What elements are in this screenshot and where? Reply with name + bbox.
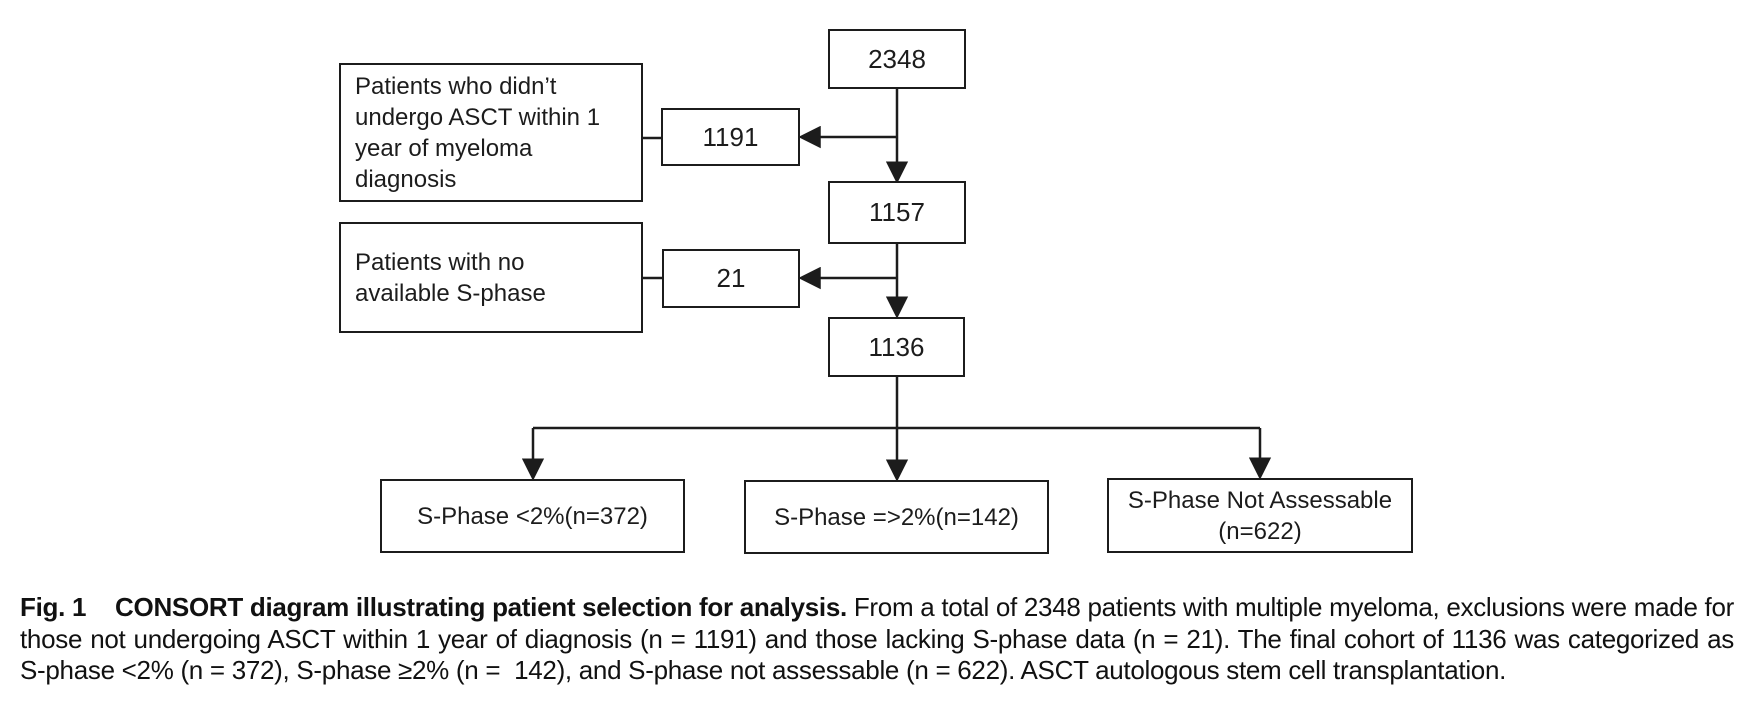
node-exclusion-no-sphase: Patients with no available S-phase xyxy=(339,222,643,333)
figure-caption-number: Fig. 1 xyxy=(20,592,87,622)
node-final-cohort-count-label: 1136 xyxy=(868,331,925,362)
node-total-patients-label: 2348 xyxy=(868,43,926,74)
node-sphase-lt2-label: S-Phase <2%(n=372) xyxy=(417,502,648,530)
node-excluded-asct-count: 1191 xyxy=(661,108,800,166)
node-final-cohort-count: 1136 xyxy=(828,317,965,377)
connector-lines xyxy=(521,89,1272,482)
node-exclusion-no-asct-label: Patients who didn’t undergo ASCT within … xyxy=(355,73,601,193)
node-exclusion-no-asct: Patients who didn’t undergo ASCT within … xyxy=(339,63,643,202)
node-exclusion-no-sphase-label: Patients with no available S-phase xyxy=(355,248,546,307)
node-sphase-lt2: S-Phase <2%(n=372) xyxy=(380,479,685,553)
node-sphase-ge2: S-Phase =>2%(n=142) xyxy=(744,480,1049,554)
node-post-asct-count: 1157 xyxy=(828,181,966,244)
figure-caption-title: CONSORT diagram illustrating patient sel… xyxy=(115,592,847,622)
node-sphase-not-assessable: S-Phase Not Assessable (n=622) xyxy=(1107,478,1413,553)
node-excluded-asct-count-label: 1191 xyxy=(702,121,759,152)
figure-caption: Fig. 1 CONSORT diagram illustrating pati… xyxy=(20,592,1734,687)
node-total-patients: 2348 xyxy=(828,29,966,89)
consort-diagram: 2348 Patients who didn’t undergo ASCT wi… xyxy=(339,29,1413,554)
node-excluded-sphase-count: 21 xyxy=(662,249,800,308)
node-sphase-not-assessable-label: S-Phase Not Assessable (n=622) xyxy=(1127,486,1393,545)
node-excluded-sphase-count-label: 21 xyxy=(716,263,746,293)
node-sphase-ge2-label: S-Phase =>2%(n=142) xyxy=(774,503,1019,531)
node-post-asct-count-label: 1157 xyxy=(869,197,925,227)
figure-caption-body: From a total of 2348 patients with multi… xyxy=(20,592,1734,685)
